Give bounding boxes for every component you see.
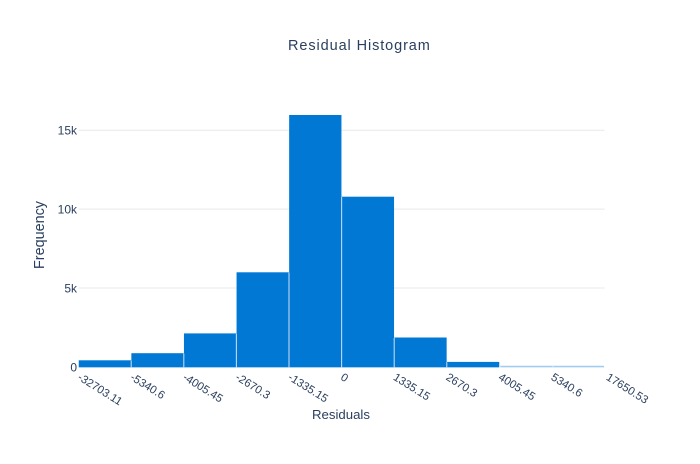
svg-text:Frequency: Frequency [32,200,48,269]
svg-text:15k: 15k [58,124,78,138]
svg-text:Residuals: Residuals [312,407,370,422]
svg-text:0: 0 [338,372,350,386]
svg-text:0: 0 [70,361,77,375]
svg-text:10k: 10k [58,202,78,216]
svg-text:5k: 5k [64,281,78,295]
svg-text:Residual Histogram: Residual Histogram [288,38,431,54]
